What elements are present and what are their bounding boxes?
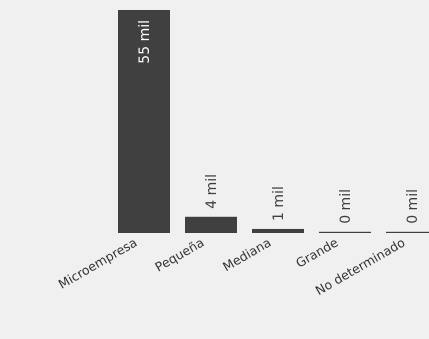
bar-1 (185, 216, 237, 233)
bar-value-label-1: 4 mil (204, 174, 220, 209)
category-label-3: Grande (293, 234, 341, 270)
bar-value-label-4: 0 mil (405, 189, 421, 224)
bar-value-label-2: 1 mil (271, 186, 287, 221)
bar-0 (118, 10, 170, 233)
bars-group (118, 10, 429, 233)
category-label-2: Mediana (220, 235, 274, 275)
bar-2 (252, 228, 304, 233)
category-label-1: Pequeña (152, 235, 206, 275)
bar-3 (319, 231, 371, 233)
bar-value-label-3: 0 mil (338, 189, 354, 224)
bar-value-label-0: 55 mil (137, 20, 153, 64)
value-labels-group: 55 mil 4 mil 1 mil 0 mil 0 mil (137, 20, 421, 224)
category-label-0: Microempresa (56, 235, 140, 292)
bar-4 (386, 231, 429, 233)
